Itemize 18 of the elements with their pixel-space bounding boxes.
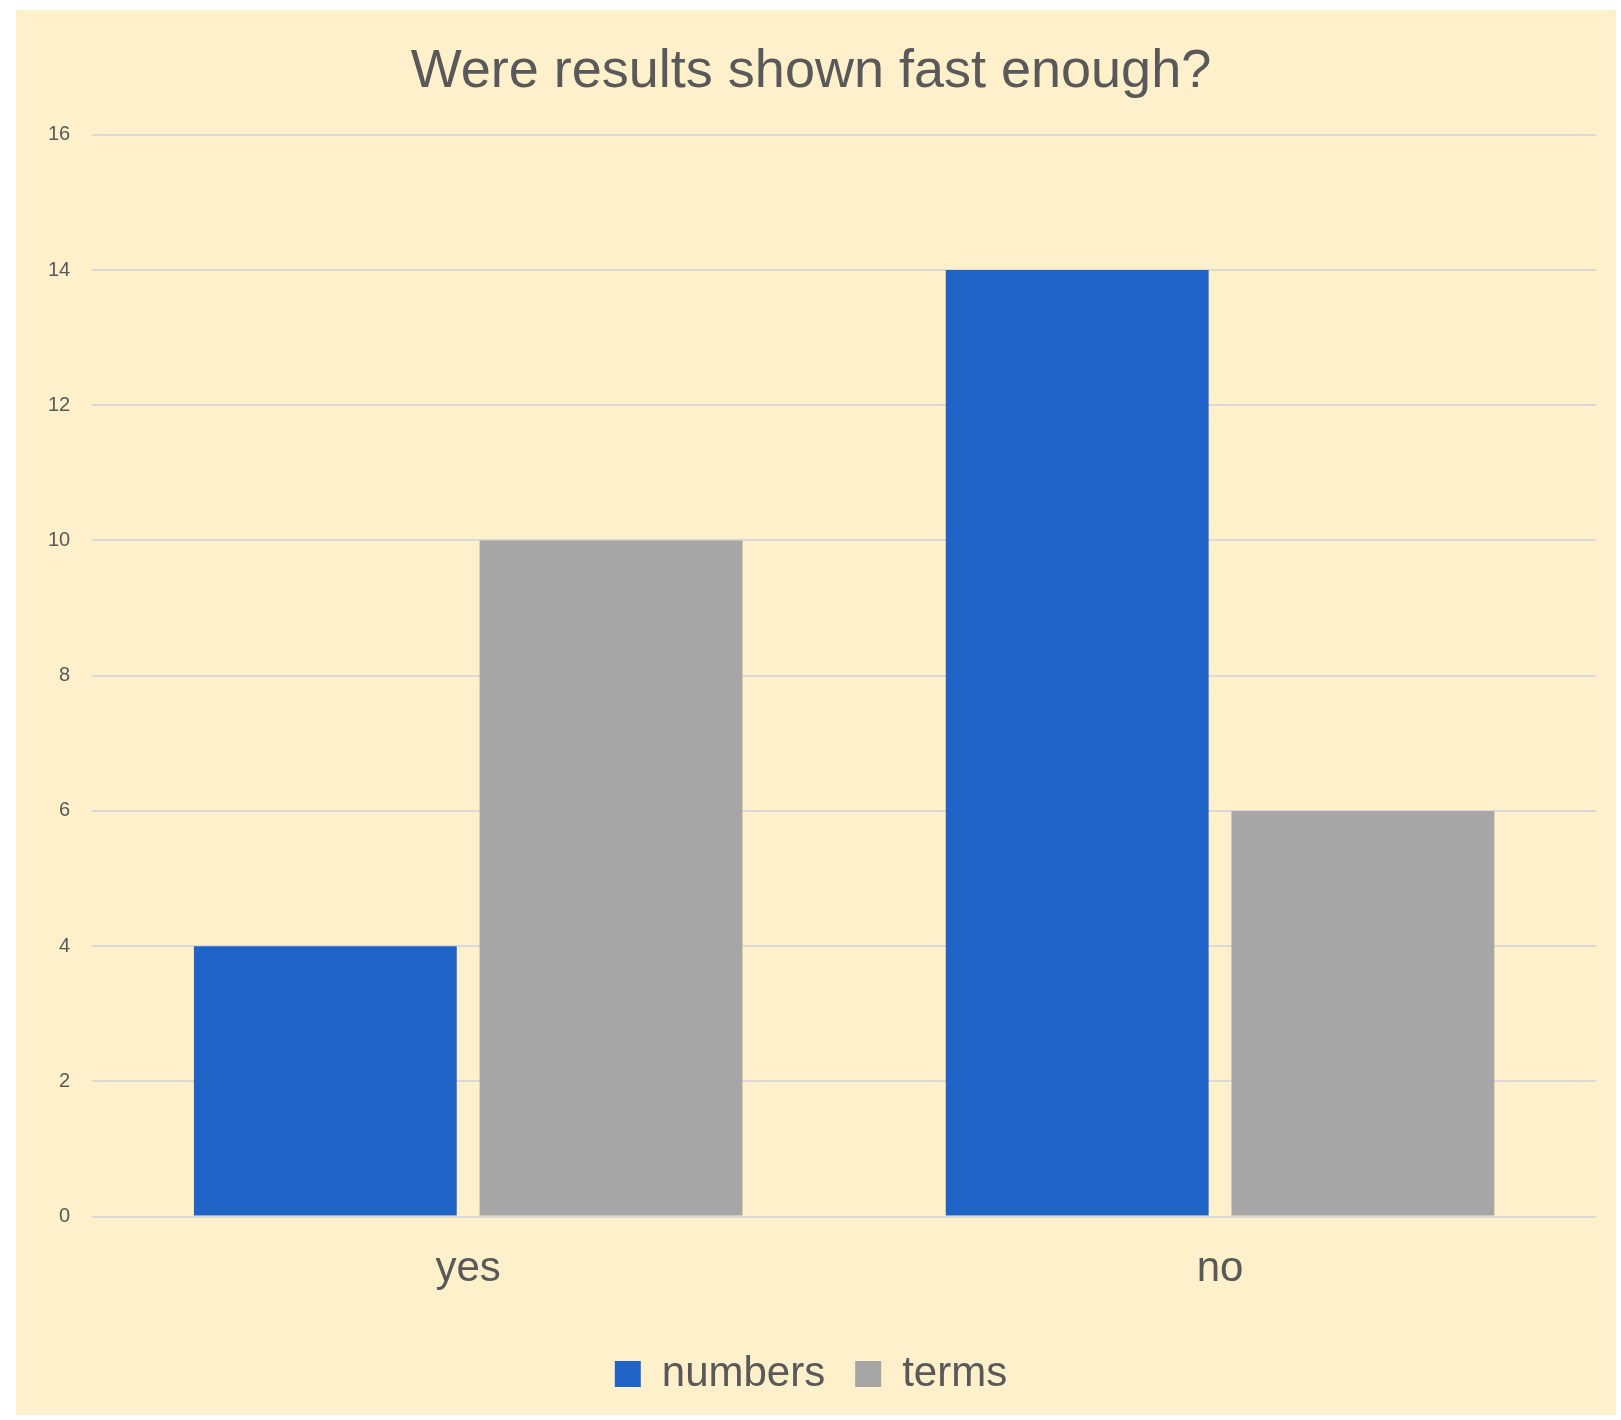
y-tick-label: 2 [59, 1068, 71, 1091]
y-tick-label: 16 [48, 122, 71, 145]
y-tick-label: 4 [59, 933, 71, 956]
bar [193, 946, 457, 1216]
y-tick-label: 12 [48, 392, 71, 415]
chart-title: Were results shown fast enough? [410, 38, 1212, 99]
bar [1231, 810, 1495, 1216]
legend-label: numbers [661, 1347, 826, 1395]
y-tick-label: 6 [59, 798, 71, 821]
x-tick-label: no [1196, 1243, 1244, 1291]
y-tick-label: 8 [59, 663, 71, 686]
bar [945, 270, 1209, 1216]
x-tick-label: yes [435, 1243, 501, 1291]
y-tick-label: 10 [48, 527, 71, 550]
y-tick-label: 14 [48, 257, 71, 280]
bar [479, 540, 743, 1216]
y-tick-label: 0 [59, 1204, 71, 1227]
legend-label: terms [902, 1347, 1008, 1395]
